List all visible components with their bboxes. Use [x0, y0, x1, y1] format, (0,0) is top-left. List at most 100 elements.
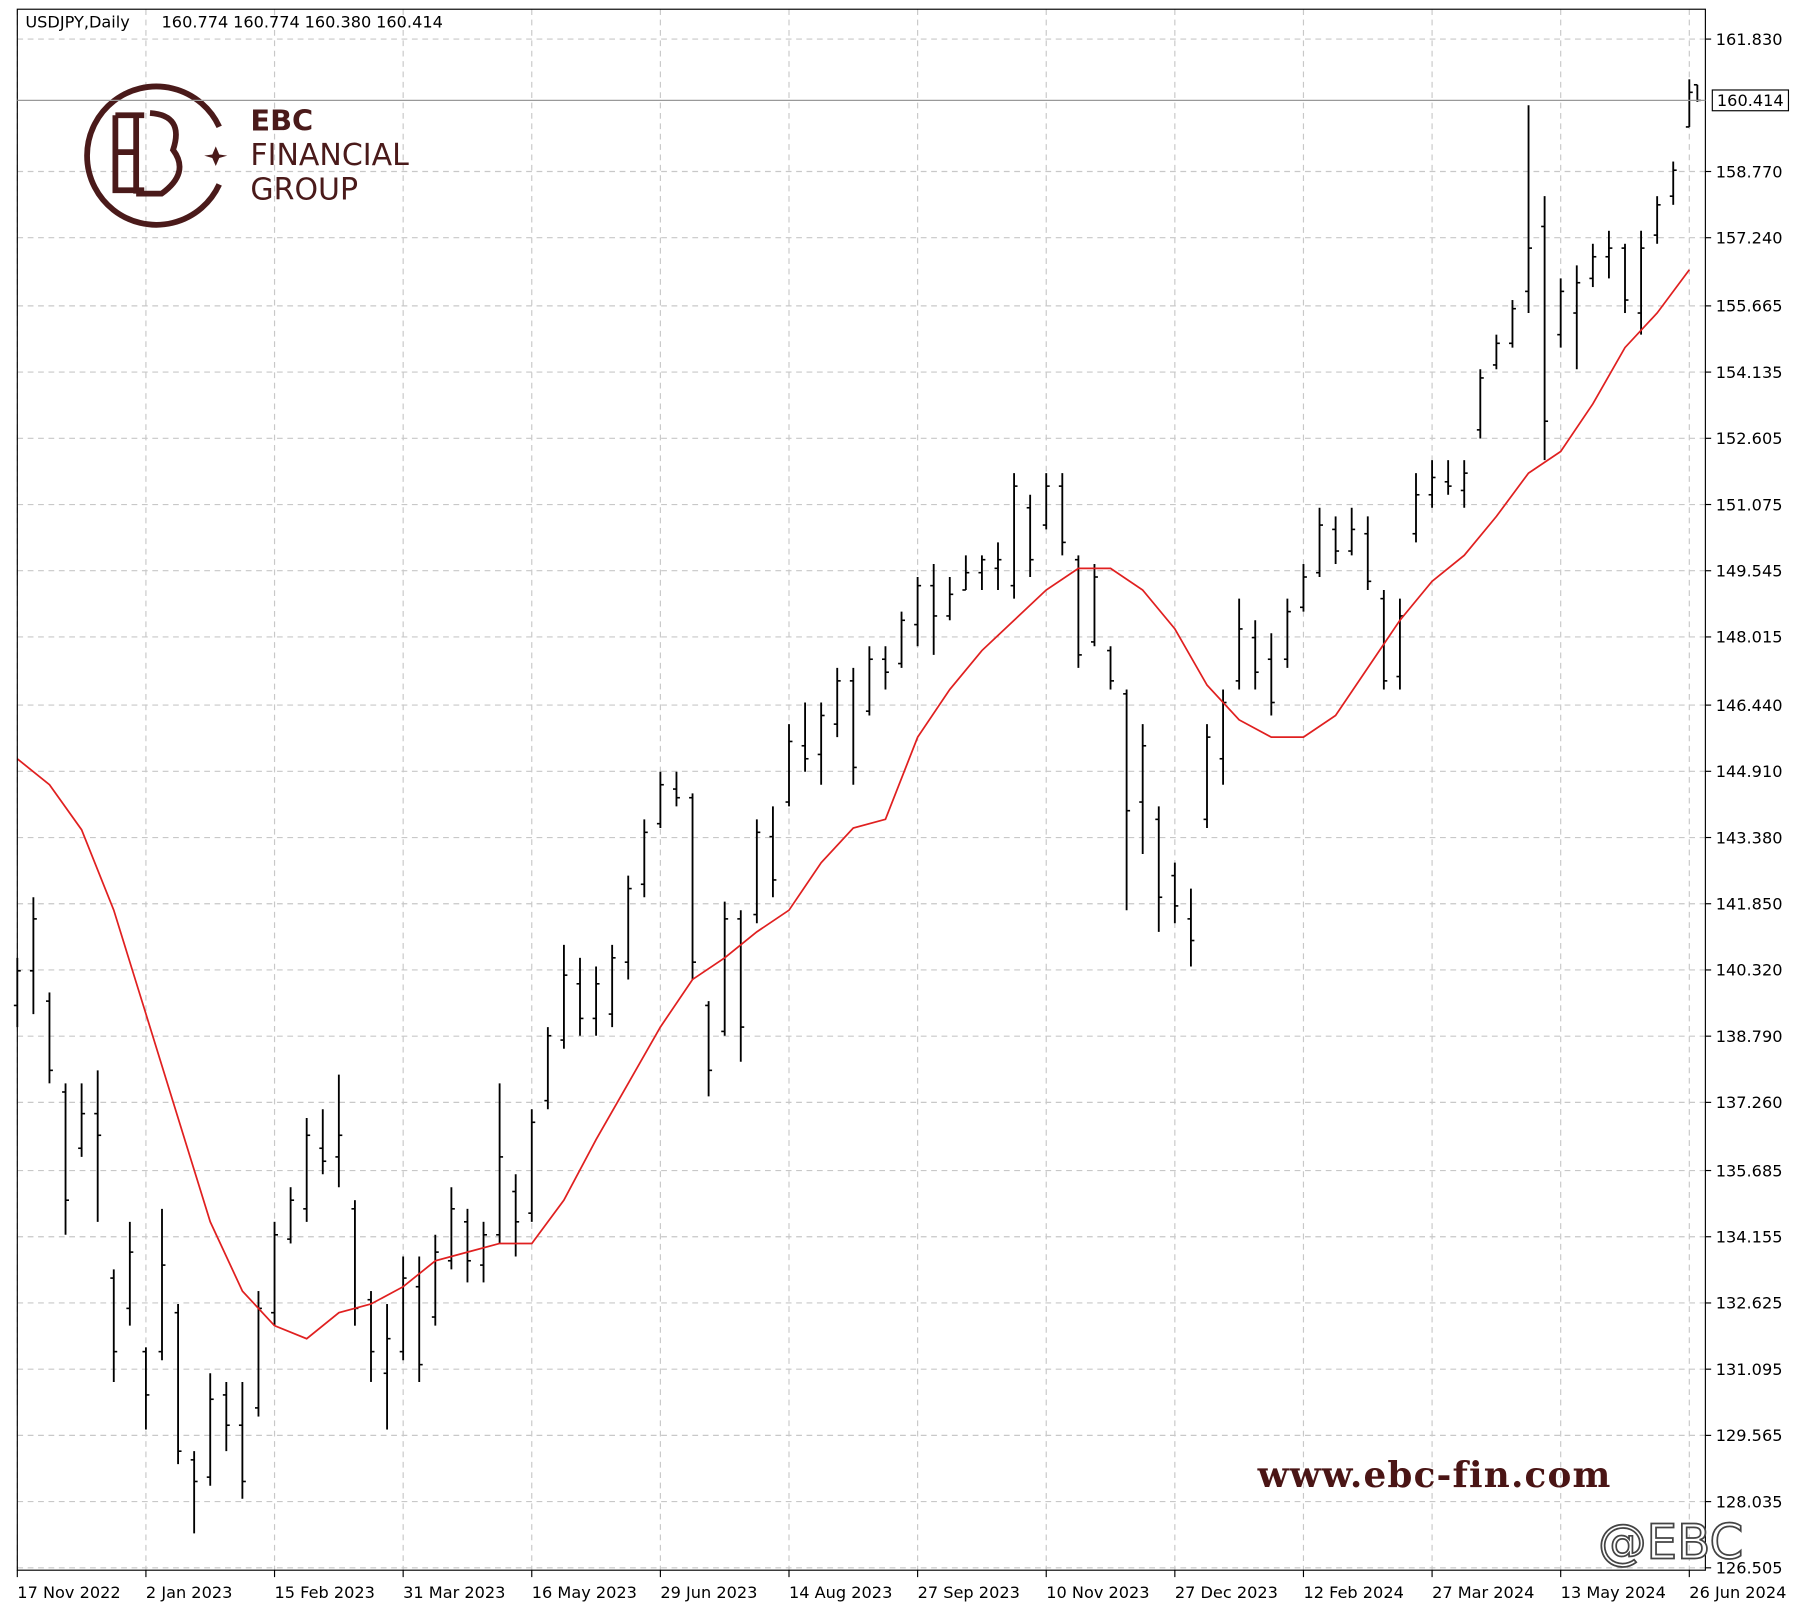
y-tick-label: 151.075 — [1716, 495, 1783, 514]
y-tick-label: 128.035 — [1716, 1492, 1783, 1511]
ohlc-bar — [142, 1347, 150, 1430]
ohlc-bar — [1267, 633, 1275, 716]
ohlc-bar — [62, 1083, 69, 1235]
ohlc-bar — [1380, 589, 1388, 690]
ohlc-bar — [94, 1070, 102, 1222]
marks — [13, 79, 1701, 1534]
x-tick-label: 27 Dec 2023 — [1175, 1583, 1278, 1602]
ohlc-bar — [721, 901, 729, 1036]
y-tick-label: 126.505 — [1716, 1559, 1783, 1578]
ohlc-bar — [1058, 473, 1066, 556]
ohlc-bar — [1476, 369, 1484, 439]
ohlc-bar — [914, 577, 922, 647]
x-tick-label: 27 Sep 2023 — [918, 1583, 1020, 1602]
ohlc-bar — [1171, 862, 1179, 924]
ohlc-bar — [608, 944, 616, 1028]
logo: EBC FINANCIAL GROUP — [84, 83, 409, 228]
logo-ring — [84, 83, 222, 228]
ohlc-bar — [1573, 265, 1581, 370]
ohlc-bar — [238, 1381, 246, 1499]
y-tick-label: 134.155 — [1716, 1228, 1783, 1247]
ohlc-bar — [1107, 646, 1115, 690]
ohlc-bar — [287, 1187, 295, 1244]
watermark: @EBC — [1598, 1515, 1743, 1571]
ohlc-bar — [1653, 196, 1661, 244]
ohlc-bar — [1203, 724, 1211, 829]
ohlc-bar — [1283, 598, 1291, 668]
ohlc-bar — [737, 910, 745, 1062]
moving-average — [16, 269, 1691, 1340]
ohlc-bar — [946, 577, 954, 621]
ohlc-bar — [1412, 473, 1420, 543]
y-tick-label: 158.770 — [1716, 162, 1783, 181]
x-tick-label: 15 Feb 2023 — [275, 1583, 375, 1602]
ohlc-bar — [801, 702, 809, 772]
ohlc-bar — [190, 1451, 198, 1534]
header-close: 160.414 — [376, 13, 443, 32]
ohlc-bar — [222, 1381, 230, 1452]
ohlc-bar — [1251, 620, 1259, 690]
ohlc-bar — [174, 1304, 182, 1465]
ohlc-bar — [383, 1304, 391, 1430]
ohlc-bar — [576, 957, 584, 1036]
x-tick-label: 29 Jun 2023 — [660, 1583, 757, 1602]
ohlc-bar — [1010, 473, 1018, 599]
ohlc-bar — [1074, 555, 1082, 668]
ohlc-bar — [271, 1221, 279, 1326]
x-tick-label: 12 Feb 2024 — [1303, 1583, 1403, 1602]
header-high: 160.774 — [233, 13, 300, 32]
ohlc-bar — [705, 1001, 713, 1097]
x-tick-label: 14 Aug 2023 — [789, 1583, 892, 1602]
ohlc-bar — [1685, 79, 1693, 128]
x-tick-label: 10 Nov 2023 — [1046, 1583, 1149, 1602]
grid — [16, 9, 1706, 1571]
ohlc-bar — [560, 944, 568, 1049]
x-tick-label: 2 Jan 2023 — [146, 1583, 232, 1602]
last-price-label: 160.414 — [1717, 91, 1784, 110]
y-tick-label: 135.685 — [1716, 1161, 1783, 1180]
ohlc-bar — [1235, 598, 1243, 690]
ohlc-bar — [1187, 888, 1195, 967]
ohlc-bar — [319, 1109, 327, 1175]
ohlc-bar — [528, 1109, 536, 1222]
header-low: 160.380 — [305, 13, 372, 32]
plot-frame — [16, 8, 1706, 1571]
y-tick-label: 138.790 — [1716, 1027, 1783, 1046]
ohlc-bar — [367, 1291, 375, 1382]
ohlc-bar — [865, 646, 873, 716]
y-tick-label: 161.830 — [1716, 30, 1783, 49]
ohlc-bar — [1428, 460, 1436, 508]
header: USDJPY,Daily 160.774 160.774 160.380 160… — [25, 13, 442, 32]
ohlc-bar — [1026, 494, 1034, 578]
y-tick-label: 152.605 — [1716, 429, 1783, 448]
ohlc-bar — [785, 724, 793, 807]
ohlc-bar — [1332, 516, 1340, 565]
y-tick-label: 154.135 — [1716, 363, 1783, 382]
ohlc-bar — [689, 793, 697, 980]
header-open: 160.774 — [162, 13, 229, 32]
y-tick-label: 132.625 — [1716, 1294, 1783, 1313]
ohlc-bar — [882, 646, 889, 690]
ohlc-bar — [1525, 105, 1532, 314]
ohlc-bar — [126, 1221, 134, 1326]
ohlc-bar — [110, 1269, 118, 1382]
ohlc-bar — [1669, 161, 1677, 205]
x-tick-label: 27 Mar 2024 — [1432, 1583, 1534, 1602]
ohlc-bar — [769, 806, 777, 898]
ohlc-bar — [1299, 564, 1307, 612]
ohlc-bar — [962, 555, 970, 591]
ohlc-bar — [303, 1117, 311, 1222]
ohlc-bar — [1042, 473, 1050, 530]
y-tick-label: 140.320 — [1716, 961, 1783, 980]
website: www.ebc-fin.com — [1257, 1454, 1612, 1496]
x-tick-label: 31 Mar 2023 — [403, 1583, 505, 1602]
logo-text: EBC — [250, 103, 313, 137]
ohlc-bar — [45, 992, 53, 1084]
y-tick-label: 155.665 — [1716, 297, 1783, 316]
ohlc-bar — [930, 564, 938, 655]
ohlc-bar — [1637, 230, 1645, 335]
x-tick-label: 13 May 2024 — [1561, 1583, 1666, 1602]
ohlc-bar — [994, 542, 1002, 590]
ohlc-bar — [29, 897, 37, 1015]
